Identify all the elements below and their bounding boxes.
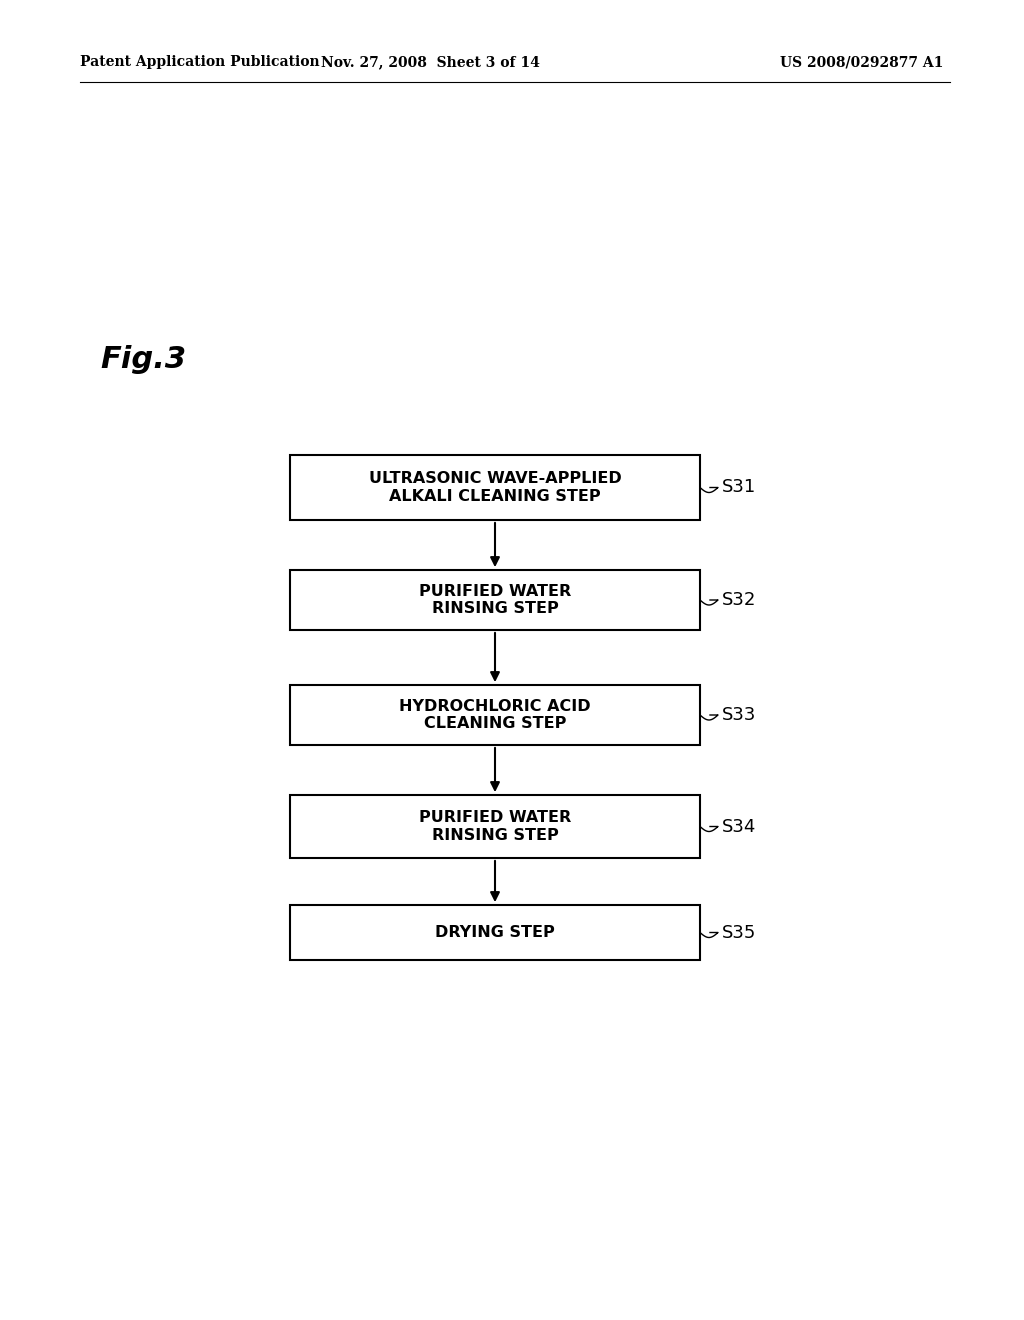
Text: DRYING STEP: DRYING STEP: [435, 925, 555, 940]
Text: S34: S34: [722, 817, 757, 836]
Bar: [290, 455, 700, 520]
Text: PURIFIED WATER
RINSING STEP: PURIFIED WATER RINSING STEP: [419, 583, 571, 616]
Text: US 2008/0292877 A1: US 2008/0292877 A1: [780, 55, 943, 69]
Text: S33: S33: [722, 706, 757, 723]
Text: S35: S35: [722, 924, 757, 941]
Text: Nov. 27, 2008  Sheet 3 of 14: Nov. 27, 2008 Sheet 3 of 14: [321, 55, 540, 69]
Bar: [290, 906, 700, 960]
Text: Patent Application Publication: Patent Application Publication: [80, 55, 319, 69]
Bar: [290, 685, 700, 744]
Text: Fig.3: Fig.3: [100, 345, 186, 374]
Bar: [290, 570, 700, 630]
Text: S32: S32: [722, 591, 757, 609]
Bar: [290, 795, 700, 858]
Text: PURIFIED WATER
RINSING STEP: PURIFIED WATER RINSING STEP: [419, 810, 571, 842]
Text: ULTRASONIC WAVE-APPLIED
ALKALI CLEANING STEP: ULTRASONIC WAVE-APPLIED ALKALI CLEANING …: [369, 471, 622, 504]
Text: S31: S31: [722, 479, 757, 496]
Text: HYDROCHLORIC ACID
CLEANING STEP: HYDROCHLORIC ACID CLEANING STEP: [399, 698, 591, 731]
